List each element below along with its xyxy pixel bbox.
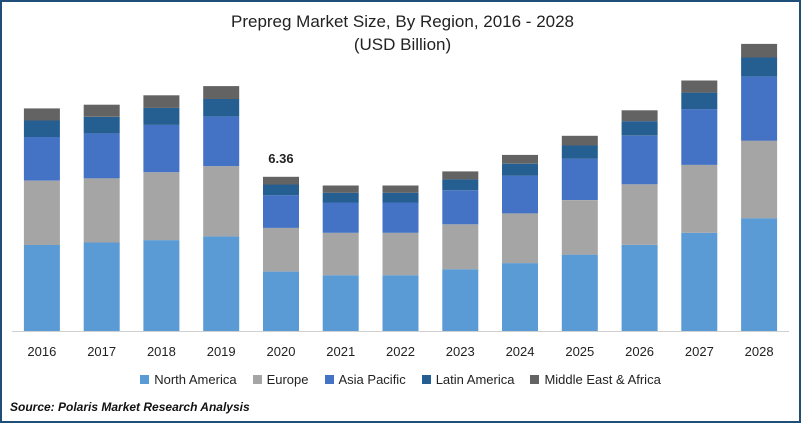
bar-segment-latin-america-2026 xyxy=(621,121,658,136)
bar-segment-latin-america-2020 xyxy=(263,184,299,196)
bar-segment-north-america-2026 xyxy=(621,244,658,331)
x-tick-label-2018: 2018 xyxy=(147,344,176,359)
x-tick-label-2025: 2025 xyxy=(565,344,594,359)
x-tick-label-2017: 2017 xyxy=(87,344,116,359)
legend-swatch xyxy=(421,375,431,384)
x-tick-label-2028: 2028 xyxy=(745,344,774,359)
bar-segment-europe-2027 xyxy=(681,164,718,233)
bar-segment-north-america-2023 xyxy=(442,269,479,331)
bar-segment-europe-2019 xyxy=(203,166,240,237)
bar-segment-middle-east-africa-2021 xyxy=(322,185,359,193)
bar-segment-latin-america-2019 xyxy=(203,98,240,117)
bar-segment-europe-2018 xyxy=(143,172,180,241)
legend-swatch xyxy=(252,375,262,384)
legend-swatch xyxy=(530,375,540,384)
bar-segment-north-america-2019 xyxy=(203,236,240,331)
x-tick-label-2027: 2027 xyxy=(685,344,714,359)
x-tick-label-2023: 2023 xyxy=(446,344,475,359)
chart-title: Prepreg Market Size, By Region, 2016 - 2… xyxy=(230,12,575,31)
x-tick-label-2020: 2020 xyxy=(267,344,296,359)
x-tick-label-2022: 2022 xyxy=(386,344,415,359)
bar-segment-asia-pacific-2027 xyxy=(681,109,718,165)
legend-item-latin-america: Latin America xyxy=(421,372,515,387)
bar-segment-asia-pacific-2016 xyxy=(23,137,60,181)
bar-segment-europe-2016 xyxy=(23,180,60,245)
bar-segment-middle-east-africa-2024 xyxy=(502,154,538,164)
legend-swatch xyxy=(324,375,334,384)
bar-segment-europe-2025 xyxy=(561,200,598,255)
bar-segment-asia-pacific-2022 xyxy=(382,202,419,233)
bar-segment-north-america-2022 xyxy=(382,275,419,331)
bar-segment-europe-2028 xyxy=(741,140,778,219)
bar-segment-north-america-2021 xyxy=(322,275,359,331)
bar-segment-asia-pacific-2024 xyxy=(502,175,538,214)
bar-segment-latin-america-2018 xyxy=(143,107,180,125)
bar-segment-middle-east-africa-2017 xyxy=(83,104,120,117)
bar-segment-asia-pacific-2025 xyxy=(561,158,598,200)
bar-segment-latin-america-2022 xyxy=(382,192,419,203)
bar-segment-europe-2020 xyxy=(263,227,299,272)
bar-segment-latin-america-2021 xyxy=(322,192,359,203)
bar-segment-asia-pacific-2023 xyxy=(442,190,479,225)
bar-segment-north-america-2027 xyxy=(681,232,718,331)
legend-label: Latin America xyxy=(435,372,515,387)
bar-segment-asia-pacific-2018 xyxy=(143,124,180,173)
bar-segment-europe-2017 xyxy=(83,178,120,243)
bar-segment-north-america-2017 xyxy=(83,242,120,331)
bar-segment-north-america-2018 xyxy=(143,240,180,331)
bar-segment-middle-east-africa-2019 xyxy=(203,86,240,99)
bar-segment-north-america-2025 xyxy=(561,254,598,331)
bar-segment-asia-pacific-2021 xyxy=(322,202,359,233)
legend-swatch xyxy=(140,375,150,384)
bar-segment-middle-east-africa-2022 xyxy=(382,185,419,193)
legend-item-north-america: North America xyxy=(140,372,237,387)
bar-segment-middle-east-africa-2016 xyxy=(23,108,60,121)
bar-segment-middle-east-africa-2025 xyxy=(561,135,598,146)
legend-label: Middle East & Africa xyxy=(544,372,661,387)
bar-segment-europe-2024 xyxy=(502,213,538,264)
legend: North America Europe Asia Pacific Latin Ame… xyxy=(0,372,801,387)
legend-item-europe: Europe xyxy=(252,372,309,387)
bar-segment-asia-pacific-2028 xyxy=(741,76,778,141)
chart-subtitle: (USD Billion) xyxy=(353,35,452,54)
bar-segment-middle-east-africa-2018 xyxy=(143,95,180,108)
bar-segment-middle-east-africa-2026 xyxy=(621,110,658,122)
bar-segment-latin-america-2024 xyxy=(502,163,538,176)
bar-segment-latin-america-2016 xyxy=(23,120,60,137)
bar-segment-middle-east-africa-2028 xyxy=(741,43,778,58)
bar-segment-middle-east-africa-2023 xyxy=(442,171,479,180)
bar-segment-europe-2021 xyxy=(322,232,359,276)
bar-segment-north-america-2016 xyxy=(23,244,60,331)
bar-segment-europe-2023 xyxy=(442,224,479,270)
bar-segment-asia-pacific-2019 xyxy=(203,116,240,167)
bar-segment-latin-america-2017 xyxy=(83,116,120,134)
bar-segment-middle-east-africa-2020 xyxy=(263,176,299,185)
bar-segment-latin-america-2028 xyxy=(741,57,778,77)
data-label-2020: 6.36 xyxy=(268,151,293,166)
legend-label: Asia Pacific xyxy=(338,372,406,387)
bar-segment-middle-east-africa-2027 xyxy=(681,80,718,93)
x-tick-label-2026: 2026 xyxy=(625,344,654,359)
bar-segment-asia-pacific-2017 xyxy=(83,133,120,179)
legend-item-asia-pacific: Asia Pacific xyxy=(324,372,406,387)
x-tick-label-2016: 2016 xyxy=(27,344,56,359)
bar-segment-asia-pacific-2020 xyxy=(263,195,299,228)
bar-segment-north-america-2020 xyxy=(263,271,299,331)
bar-segment-europe-2022 xyxy=(382,232,419,276)
legend-label: Europe xyxy=(266,372,309,387)
bar-segment-asia-pacific-2026 xyxy=(621,135,658,185)
bar-segment-north-america-2028 xyxy=(741,218,778,331)
x-tick-label-2024: 2024 xyxy=(506,344,535,359)
bar-segment-north-america-2024 xyxy=(502,263,538,331)
legend-label: North America xyxy=(154,372,237,387)
legend-item-middle-east-africa: Middle East & Africa xyxy=(530,372,661,387)
source-note: Source: Polaris Market Research Analysis xyxy=(10,400,250,414)
bar-segment-latin-america-2025 xyxy=(561,145,598,159)
bar-segment-latin-america-2023 xyxy=(442,179,479,191)
x-tick-label-2021: 2021 xyxy=(326,344,355,359)
bar-segment-europe-2026 xyxy=(621,184,658,245)
x-tick-label-2019: 2019 xyxy=(207,344,236,359)
bar-segment-latin-america-2027 xyxy=(681,92,718,110)
